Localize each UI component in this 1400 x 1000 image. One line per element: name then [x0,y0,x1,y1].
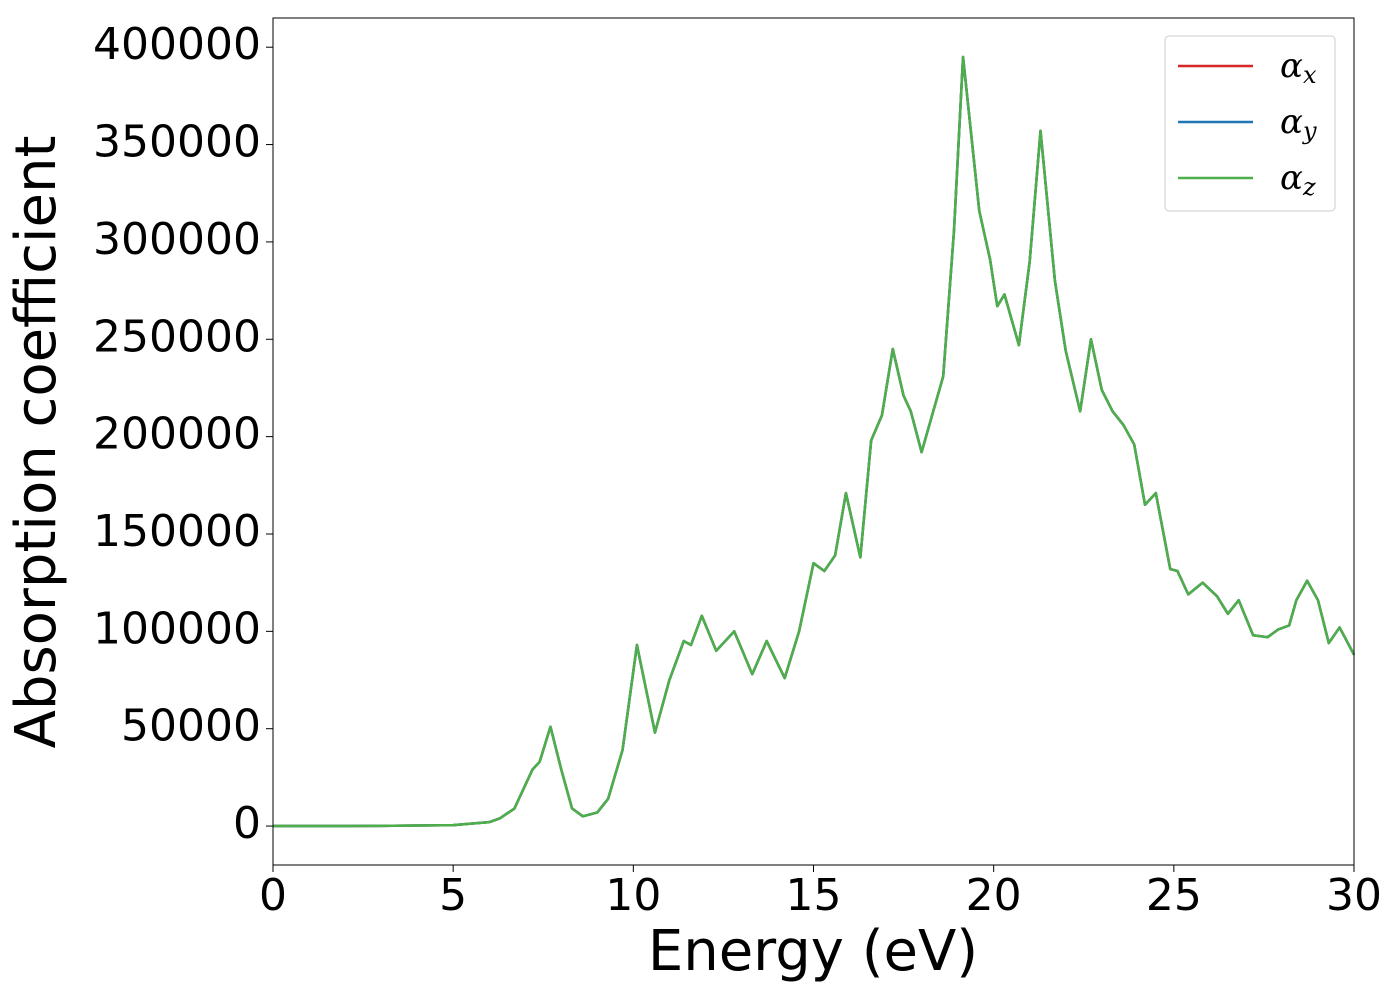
plot-frame [272,17,1355,866]
y-tick-label: 350000 [93,117,261,168]
y-tick-label: 50000 [121,701,261,752]
x-tick-label: 15 [786,870,842,921]
legend-label: αz [1280,158,1316,201]
y-tick-label: 100000 [93,603,261,654]
y-tick-label: 250000 [93,311,261,362]
y-axis-label: Absorption coefficient [4,136,69,749]
y-tick-label: 150000 [93,506,261,557]
x-tick-label: 0 [259,870,287,921]
y-tick-label: 0 [233,798,261,849]
legend-label: αy [1280,102,1317,145]
x-tick-label: 20 [966,870,1022,921]
series-line [273,55,1356,828]
x-tick-label: 30 [1326,870,1382,921]
legend: αx αy αz [1164,35,1336,212]
x-tick-label: 10 [605,870,661,921]
x-tick-label: 5 [439,870,467,921]
legend-box [1164,35,1336,212]
x-axis-label: Energy (eV) [648,919,978,984]
y-tick-label: 200000 [93,409,261,460]
legend-label: αx [1280,46,1317,89]
x-tick-label: 25 [1146,870,1202,921]
y-tick-label: 300000 [93,214,261,265]
y-tick-label: 400000 [93,19,261,70]
